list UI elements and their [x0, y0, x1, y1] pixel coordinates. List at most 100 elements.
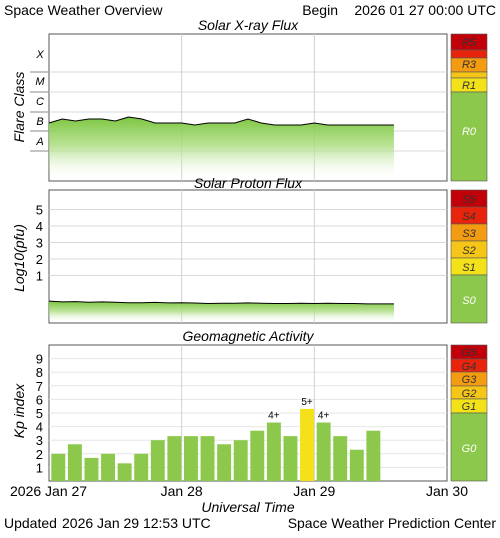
proton-ytick-label: 5	[36, 203, 43, 218]
xray-title: Solar X-ray Flux	[198, 17, 299, 33]
proton-panel: 54 32 1 S5 S4 S3 S2 S1 S0 Log10(pfu)	[11, 189, 488, 324]
kp-bar	[167, 436, 182, 481]
xray-scale-cell	[450, 91, 488, 182]
proton-scale-label: S5	[462, 194, 476, 206]
xray-ytick-label: B	[36, 116, 43, 128]
proton-scale: S5 S4 S3 S2 S1 S0	[450, 189, 488, 324]
proton-yticks: 54 32 1	[36, 203, 43, 284]
geomag-ytick-label: 3	[36, 433, 43, 448]
proton-scale-label: S2	[462, 245, 475, 257]
proton-ylabel: Log10(pfu)	[11, 224, 27, 292]
proton-series	[48, 300, 394, 323]
geomag-scale-label: G4	[462, 361, 477, 373]
proton-area	[49, 301, 394, 323]
updated-label: Updated	[4, 515, 57, 531]
xray-scale-cell	[450, 49, 488, 59]
proton-ytick-label: 2	[36, 252, 43, 267]
geomag-ytick-label: 8	[36, 365, 43, 380]
proton-plot-area	[48, 189, 448, 324]
geomag-gridlines	[49, 345, 447, 481]
geomag-ytick-label: 6	[36, 392, 43, 407]
xray-ytick-label: C	[36, 96, 44, 108]
proton-ytick-label: 3	[36, 236, 43, 251]
kp-bar	[84, 457, 99, 481]
x-tick-label: 2026 Jan 27	[10, 483, 87, 499]
geomag-title: Geomagnetic Activity	[183, 328, 315, 344]
geomag-ytick-label: 5	[36, 406, 43, 421]
kp-bar-label: 4+	[268, 411, 280, 422]
kp-bar-label: 5+	[301, 397, 313, 408]
proton-scale-label: S4	[462, 211, 475, 223]
proton-scale-label: S1	[462, 262, 475, 274]
xray-scale-label: R3	[462, 59, 477, 71]
kp-bar	[67, 444, 82, 481]
proton-scale-cell	[450, 274, 488, 324]
xray-ytick-label: M	[35, 76, 45, 88]
kp-bar	[349, 449, 364, 481]
kp-bar	[233, 440, 248, 481]
geomag-ytick-label: 2	[36, 447, 43, 462]
geomag-ytick-label: 1	[36, 460, 43, 475]
kp-bar	[250, 430, 265, 481]
xray-line	[48, 116, 394, 126]
kp-bar	[200, 436, 215, 481]
kp-bar	[134, 453, 149, 481]
geomag-scale-label: G1	[462, 401, 477, 413]
geomag-scale-cell	[450, 412, 488, 482]
kp-bar	[117, 463, 132, 481]
overview-title: Space Weather Overview	[4, 2, 163, 18]
x-tick-label: Jan 29	[293, 483, 335, 499]
proton-ytick-label: 4	[36, 219, 43, 234]
kp-bar	[333, 436, 348, 481]
proton-scale-label: S0	[462, 295, 476, 307]
xray-area	[49, 117, 394, 181]
geomag-ytick-label: 7	[36, 379, 43, 394]
begin-date: 2026 01 27 00:00 UTC	[354, 2, 496, 18]
xray-ylabel: Flare Class	[11, 72, 27, 143]
kp-bar	[300, 408, 315, 481]
xray-scale-cell	[450, 71, 488, 79]
xray-scale-label: R0	[462, 126, 477, 138]
proton-ytick-label: 1	[36, 269, 43, 284]
geomag-ytick-label: 9	[36, 352, 43, 367]
kp-bar	[283, 436, 298, 481]
geomag-scale-label: G2	[462, 388, 477, 400]
kp-bar	[150, 440, 165, 481]
kp-bar	[51, 453, 66, 481]
kp-bar	[183, 436, 198, 481]
kp-bar	[101, 453, 116, 481]
begin-label: Begin	[302, 2, 338, 18]
xray-ytick-label: A	[35, 136, 43, 148]
proton-gridlines	[49, 190, 447, 323]
xray-scale: R5 R3 R1 R0	[450, 33, 488, 182]
geomag-ytick-label: 4	[36, 420, 43, 435]
proton-line	[48, 300, 394, 305]
geomag-bars: 4+ 5+ 4+	[51, 397, 381, 481]
xray-scale-label: R5	[462, 37, 477, 49]
geomag-scale-label: G5	[462, 347, 478, 359]
kp-bar	[366, 430, 381, 481]
proton-scale-label: S3	[462, 228, 476, 240]
x-tick-label: Jan 28	[161, 483, 203, 499]
xray-series	[48, 116, 394, 181]
xray-ytick-label: X	[35, 49, 44, 61]
kp-bar	[266, 422, 281, 481]
kp-bar-label: 4+	[318, 411, 330, 422]
updated-date: 2026 Jan 29 12:53 UTC	[62, 515, 211, 531]
x-axis-label: Universal Time	[201, 499, 294, 515]
proton-title: Solar Proton Flux	[194, 175, 303, 191]
kp-bar	[217, 444, 232, 481]
x-tick-labels: 2026 Jan 27 Jan 28 Jan 29 Jan 30	[10, 483, 468, 499]
x-tick-label: Jan 30	[426, 483, 468, 499]
geomag-scale-label: G3	[462, 374, 478, 386]
credit: Space Weather Prediction Center	[288, 515, 497, 531]
geomag-scale-label: G0	[462, 443, 478, 455]
kp-bar	[316, 422, 331, 481]
